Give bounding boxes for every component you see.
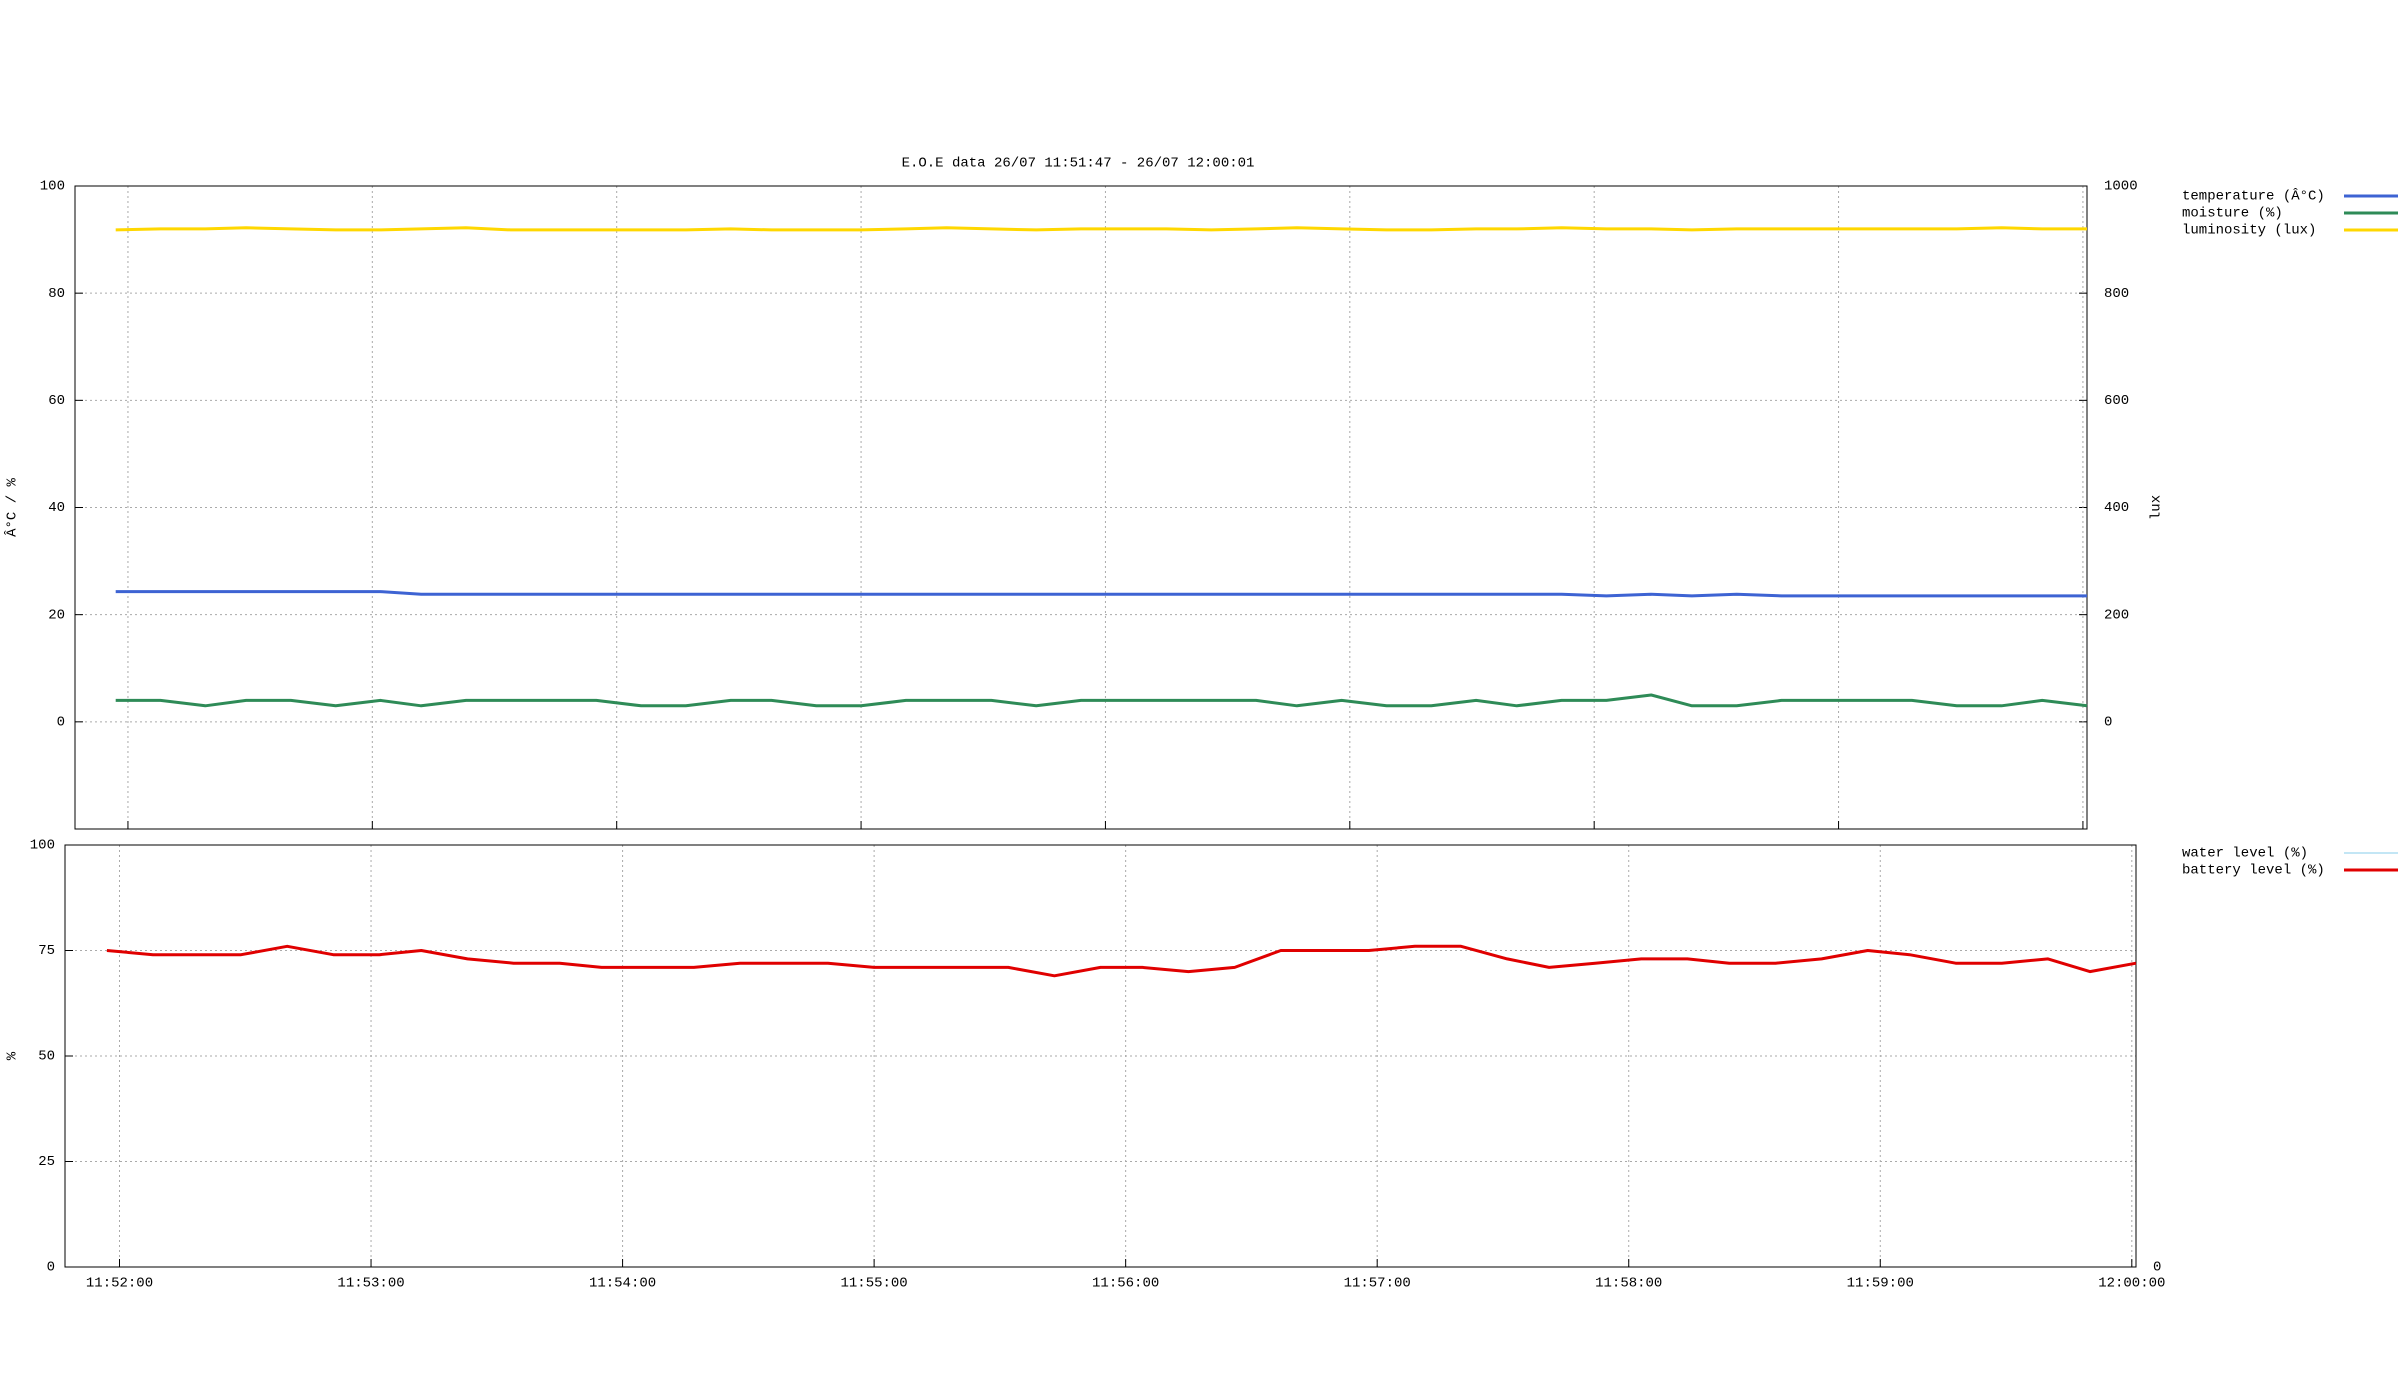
y-tick-label: 100 (30, 838, 55, 854)
y2-tick-label: 800 (2104, 286, 2129, 302)
y2-tick-label: 200 (2104, 607, 2129, 623)
series-line (115, 693, 2088, 708)
y-tick-label: 75 (38, 943, 55, 959)
y-axis-label: Â°C / % (3, 477, 21, 536)
x-tick-label: 11:58:00 (1595, 1276, 1662, 1292)
y-tick-label: 50 (38, 1049, 55, 1065)
x-tick-label: 11:54:00 (589, 1276, 656, 1292)
y2-axis-label: lux (2149, 495, 2165, 520)
x-tick-label: 11:53:00 (337, 1276, 404, 1292)
y-tick-label: 40 (48, 500, 65, 516)
y-tick-label: 80 (48, 286, 65, 302)
legend-label: luminosity (lux) (2182, 223, 2316, 239)
y-tick-label: 20 (48, 607, 65, 623)
x-tick-label: 11:55:00 (841, 1276, 908, 1292)
chart-title: E.O.E data 26/07 11:51:47 - 26/07 12:00:… (902, 156, 1255, 172)
y2-tick-label: 0 (2153, 1260, 2161, 1276)
y2-tick-label: 600 (2104, 393, 2129, 409)
y-tick-label: 25 (38, 1154, 55, 1170)
y-axis-label: % (5, 1051, 21, 1060)
plot-border (64, 844, 2137, 1268)
series-line (115, 226, 2087, 232)
y2-tick-label: 1000 (2104, 179, 2138, 195)
legend-label: temperature (Â°C) (2182, 187, 2325, 205)
series-line (106, 944, 2137, 978)
y-tick-label: 100 (40, 179, 65, 195)
legend-label: water level (%) (2182, 846, 2308, 862)
x-tick-label: 12:00:00 (2098, 1276, 2165, 1292)
legend-label: moisture (%) (2182, 206, 2283, 222)
legend-label: battery level (%) (2182, 863, 2325, 879)
y-tick-label: 60 (48, 393, 65, 409)
y2-tick-label: 400 (2104, 500, 2129, 516)
x-tick-label: 11:56:00 (1092, 1276, 1159, 1292)
x-tick-label: 11:59:00 (1847, 1276, 1914, 1292)
y-tick-label: 0 (57, 715, 65, 731)
x-tick-label: 11:52:00 (86, 1276, 153, 1292)
y2-tick-label: 0 (2104, 715, 2112, 731)
plot-border (74, 185, 2088, 830)
x-tick-label: 11:57:00 (1344, 1276, 1411, 1292)
series-line (115, 590, 2087, 598)
y-tick-label: 0 (47, 1260, 55, 1276)
